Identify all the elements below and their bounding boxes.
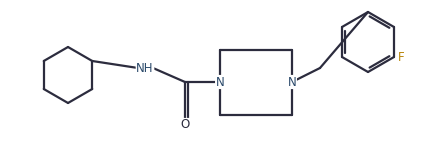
Text: O: O [180, 118, 190, 132]
Text: N: N [287, 75, 296, 88]
Text: NH: NH [136, 61, 154, 75]
Text: F: F [398, 51, 405, 63]
Text: N: N [216, 75, 224, 88]
